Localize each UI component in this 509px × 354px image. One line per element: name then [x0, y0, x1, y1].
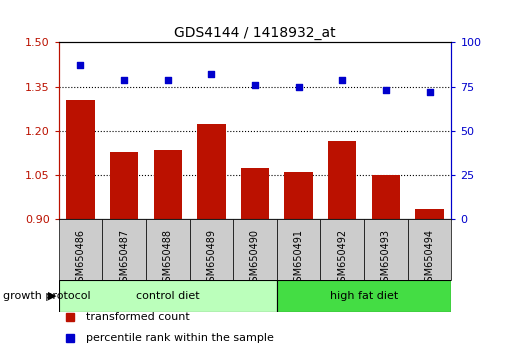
Text: GSM650492: GSM650492: [336, 229, 347, 288]
Point: [425, 89, 433, 95]
Bar: [276, 280, 450, 312]
Bar: [284, 172, 312, 219]
Text: GSM650487: GSM650487: [119, 229, 129, 288]
Bar: [59, 280, 276, 312]
Point: [381, 87, 389, 93]
Bar: [320, 219, 363, 280]
Point: [337, 77, 346, 82]
Bar: [240, 168, 269, 219]
Bar: [197, 124, 225, 219]
Text: GSM650490: GSM650490: [249, 229, 260, 287]
Text: percentile rank within the sample: percentile rank within the sample: [86, 332, 273, 343]
Point: [120, 77, 128, 82]
Bar: [371, 175, 399, 219]
Bar: [189, 219, 233, 280]
Text: GSM650486: GSM650486: [75, 229, 86, 287]
Point: [163, 77, 172, 82]
Bar: [276, 219, 320, 280]
Title: GDS4144 / 1418932_at: GDS4144 / 1418932_at: [174, 26, 335, 40]
Point: [207, 72, 215, 77]
Point: [76, 63, 84, 68]
Text: GSM650493: GSM650493: [380, 229, 390, 287]
Point: [294, 84, 302, 90]
Text: control diet: control diet: [136, 291, 199, 301]
Text: transformed count: transformed count: [86, 312, 189, 322]
Text: GSM650488: GSM650488: [162, 229, 173, 287]
Bar: [233, 219, 276, 280]
Text: high fat diet: high fat diet: [329, 291, 398, 301]
Text: GSM650494: GSM650494: [423, 229, 434, 287]
Bar: [153, 150, 182, 219]
Bar: [102, 219, 146, 280]
Bar: [110, 152, 138, 219]
Bar: [363, 219, 407, 280]
Point: [250, 82, 259, 88]
Text: growth protocol: growth protocol: [3, 291, 90, 301]
Bar: [407, 219, 450, 280]
Text: ▶: ▶: [47, 291, 56, 301]
Bar: [66, 100, 95, 219]
Text: GSM650491: GSM650491: [293, 229, 303, 287]
Text: GSM650489: GSM650489: [206, 229, 216, 287]
Bar: [59, 219, 102, 280]
Bar: [146, 219, 189, 280]
Bar: [327, 141, 356, 219]
Bar: [414, 209, 443, 219]
